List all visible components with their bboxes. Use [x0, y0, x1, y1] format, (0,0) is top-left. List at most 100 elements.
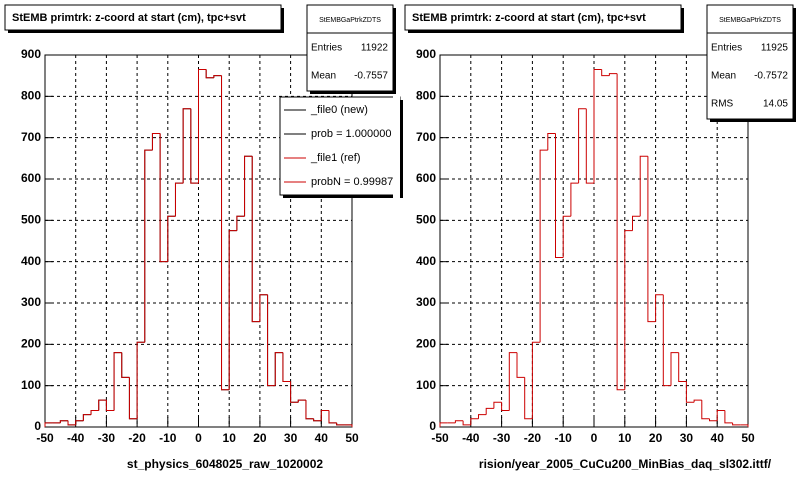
- histogram-bin: [470, 418, 479, 425]
- histogram-bin: [478, 414, 487, 419]
- y-tick-label: 600: [21, 171, 41, 185]
- y-tick-label: 0: [429, 419, 436, 433]
- x-tick-label: 10: [223, 431, 237, 445]
- histogram-bin: [159, 133, 168, 263]
- y-tick-label: 700: [416, 130, 436, 144]
- histogram-bin: [82, 414, 92, 421]
- histogram-bin: [305, 400, 314, 420]
- x-tick-label: -30: [493, 431, 511, 445]
- histogram-bin: [128, 377, 138, 420]
- histogram-bin: [167, 215, 176, 262]
- y-tick-label: 0: [34, 419, 41, 433]
- y-tick-label: 700: [21, 130, 41, 144]
- histogram-bin: [259, 294, 268, 322]
- y-tick-label: 400: [416, 254, 436, 268]
- histogram-bin: [655, 294, 664, 322]
- histogram-bin: [328, 410, 337, 424]
- histogram-bin: [555, 133, 564, 259]
- histogram-bin: [182, 108, 191, 184]
- histogram-bin: [678, 352, 687, 383]
- legend-label: prob = 1.000000: [311, 128, 391, 140]
- histogram-bin: [585, 108, 594, 184]
- y-tick-label: 600: [416, 171, 436, 185]
- histogram-bin: [313, 418, 322, 422]
- histogram-bin: [344, 424, 353, 427]
- x-tick-label: 50: [345, 431, 359, 445]
- histogram-bin: [578, 108, 587, 184]
- x-tick-label: 40: [315, 431, 329, 445]
- histogram-bin: [516, 352, 525, 378]
- stats-value: 11922: [361, 43, 389, 54]
- y-tick-label: 500: [416, 213, 436, 227]
- chart-title: StEMB primtrk: z-coord at start (cm), tp…: [12, 12, 246, 24]
- histogram-bin: [290, 381, 299, 403]
- histogram-bin: [531, 341, 541, 419]
- histogram-bin: [670, 352, 679, 386]
- stats-box: [306, 4, 394, 92]
- y-tick-label: 800: [416, 89, 436, 103]
- histogram-bin: [685, 381, 695, 403]
- histogram-bin: [539, 149, 548, 343]
- legend-label: _file1 (ref): [310, 152, 361, 164]
- histogram-bin: [274, 352, 283, 386]
- histogram-bin: [90, 409, 99, 415]
- histogram-bin: [524, 377, 533, 420]
- histogram-bin: [624, 230, 633, 390]
- histogram-bin: [205, 69, 214, 79]
- histogram-bin: [236, 215, 245, 231]
- title-box: [4, 4, 282, 31]
- histogram-bin: [282, 352, 291, 383]
- x-tick-label: 10: [618, 431, 632, 445]
- y-tick-label: 100: [416, 378, 436, 392]
- stats-label: Entries: [311, 43, 342, 54]
- x-tick-label: 0: [195, 431, 202, 445]
- histogram-bin: [716, 409, 725, 421]
- x-tick-label: 30: [284, 431, 298, 445]
- histogram-bin: [724, 410, 733, 424]
- legend-box: [279, 96, 401, 196]
- histogram-bin: [508, 352, 517, 411]
- histogram-bin: [121, 352, 130, 378]
- x-tick-label: 40: [711, 431, 725, 445]
- histogram-bin: [485, 407, 494, 415]
- histogram-bin: [662, 294, 671, 387]
- x-tick-label: 0: [591, 431, 598, 445]
- stats-title: StEMBGaPtrkZDTS: [719, 17, 781, 24]
- histogram-bin: [740, 424, 749, 427]
- histogram-bin: [336, 422, 345, 426]
- histogram-bin: [44, 422, 53, 427]
- histogram-bin: [616, 73, 625, 391]
- histogram-bin: [709, 418, 718, 422]
- histogram-bin: [198, 68, 207, 184]
- histogram-bin: [570, 182, 579, 217]
- stats-value: -0.7557: [354, 71, 388, 82]
- histogram-bin: [59, 420, 69, 423]
- histogram-bin: [213, 75, 222, 78]
- histogram-bin: [244, 155, 253, 217]
- x-tick-label: 50: [741, 431, 755, 445]
- histogram-bin: [701, 400, 710, 420]
- histogram-bin: [113, 352, 122, 411]
- histogram-bin: [297, 399, 306, 403]
- histogram-bin: [732, 422, 741, 426]
- y-tick-label: 300: [416, 295, 436, 309]
- stats-title: StEMBGaPtrkZDTS: [319, 17, 381, 24]
- y-tick-label: 200: [416, 337, 436, 351]
- y-tick-label: 200: [21, 337, 41, 351]
- histogram-bin: [693, 399, 702, 403]
- x-tick-label: 20: [649, 431, 663, 445]
- y-tick-label: 300: [21, 295, 41, 309]
- stats-label: Mean: [711, 71, 736, 82]
- histogram-bin: [267, 294, 276, 387]
- x-tick-label: -20: [128, 431, 146, 445]
- histogram-bin: [639, 155, 648, 217]
- histogram-bin: [67, 420, 76, 426]
- histogram-bin: [647, 156, 656, 323]
- histogram-bin: [98, 399, 107, 411]
- x-tick-label: 30: [680, 431, 694, 445]
- x-tick-label: -40: [67, 431, 85, 445]
- histogram-bin: [136, 341, 145, 419]
- stats-label: Mean: [311, 71, 336, 82]
- y-tick-label: 900: [21, 47, 41, 61]
- x-tick-label: -50: [431, 431, 449, 445]
